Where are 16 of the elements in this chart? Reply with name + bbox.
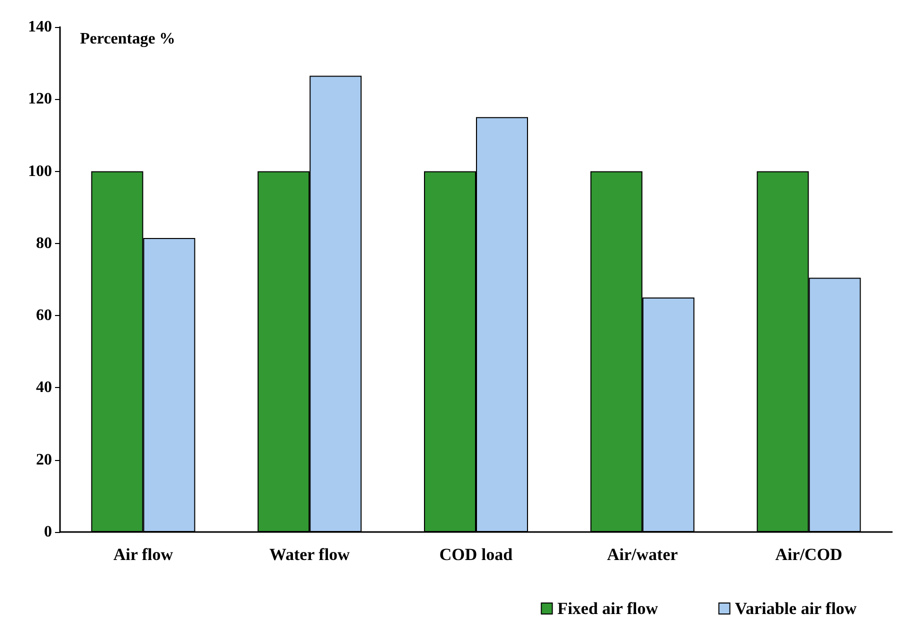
y-tick-label: 0 [44, 524, 52, 540]
x-tick-label: Air/water [606, 545, 678, 564]
y-tick-label: 20 [36, 451, 52, 468]
y-axis-title: Percentage % [80, 30, 176, 48]
legend-label: Variable air flow [734, 599, 858, 618]
y-tick-label: 60 [36, 307, 52, 324]
x-tick-label: Air flow [113, 545, 174, 564]
y-tick-label: 100 [28, 162, 52, 180]
y-tick-label: 40 [36, 379, 52, 396]
y-tick-label: 140 [28, 18, 52, 36]
y-tick-label: 80 [36, 234, 52, 252]
x-tick-label: Air/COD [775, 545, 842, 564]
x-tick-label: COD load [439, 545, 514, 564]
legend-label: Fixed air flow [557, 599, 659, 618]
x-tick-label: Water flow [269, 545, 351, 564]
y-tick-label: 120 [28, 90, 52, 108]
